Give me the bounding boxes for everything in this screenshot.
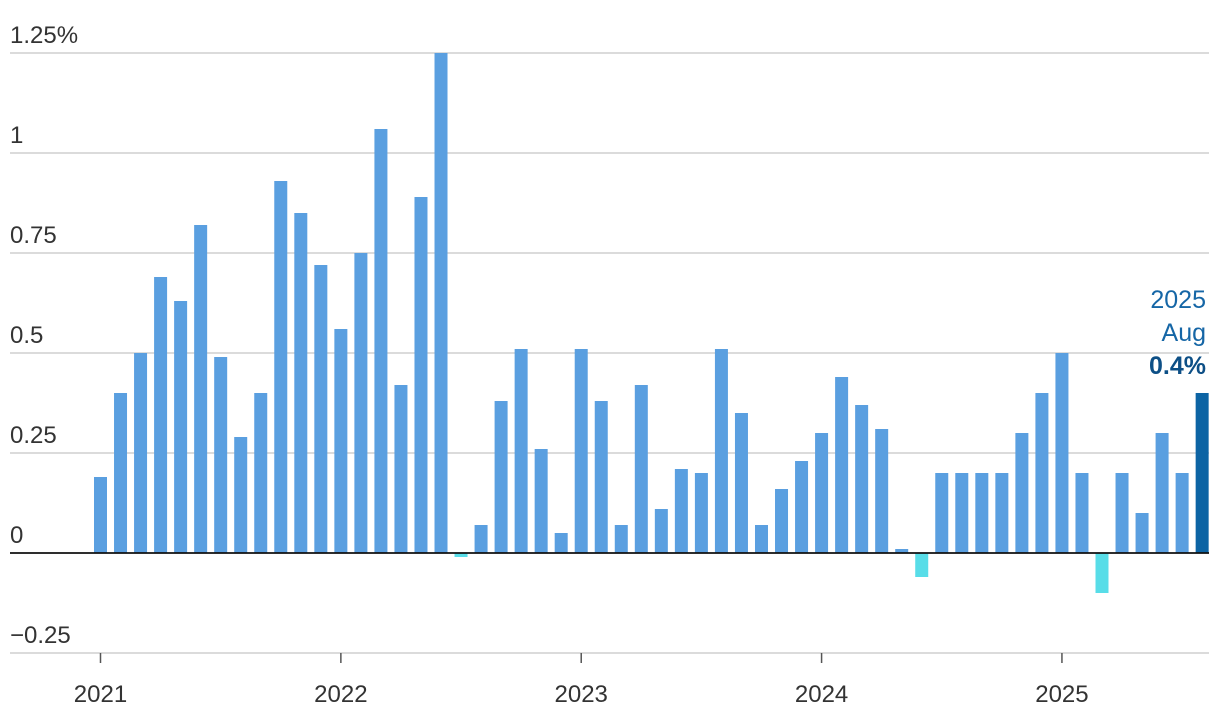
bar	[414, 197, 428, 553]
y-tick-label: 0.25	[10, 422, 57, 449]
bar	[254, 393, 268, 553]
y-tick-label: 1.25%	[10, 22, 78, 49]
bar	[374, 129, 388, 553]
bar	[494, 401, 508, 553]
bar	[975, 473, 989, 553]
bar	[835, 377, 849, 553]
x-tick-label: 2024	[795, 681, 848, 708]
bar	[574, 349, 588, 553]
y-tick-label: 1	[10, 122, 23, 149]
bar	[354, 253, 368, 553]
bar	[754, 525, 768, 553]
bar	[1195, 393, 1209, 553]
bar	[314, 265, 328, 553]
bar	[1095, 553, 1109, 593]
bar	[1135, 513, 1149, 553]
bar	[614, 525, 628, 553]
bar	[734, 413, 748, 553]
bar	[775, 489, 789, 553]
bar	[514, 349, 528, 553]
bar	[434, 53, 448, 553]
bar	[534, 449, 548, 553]
bar	[935, 473, 949, 553]
bar	[654, 509, 668, 553]
latest-callout: 2025 Aug 0.4%	[1149, 286, 1206, 380]
bar	[1055, 353, 1069, 553]
bar	[634, 385, 648, 553]
bar	[714, 349, 728, 553]
bar	[234, 437, 248, 553]
bar	[1155, 433, 1169, 553]
x-tick-label: 2025	[1035, 681, 1088, 708]
callout-value: 0.4%	[1149, 352, 1206, 380]
bar	[274, 181, 288, 553]
bar	[474, 525, 488, 553]
bar	[955, 473, 969, 553]
bar	[554, 533, 568, 553]
y-tick-label: −0.25	[10, 622, 71, 649]
bar	[915, 553, 929, 577]
x-tick-label: 2021	[74, 681, 127, 708]
y-tick-label: 0.5	[10, 322, 43, 349]
bar	[1115, 473, 1129, 553]
y-tick-label: 0	[10, 522, 23, 549]
bar	[995, 473, 1009, 553]
bar	[334, 329, 348, 553]
callout-year: 2025	[1150, 286, 1206, 314]
bar	[114, 393, 128, 553]
bar	[855, 405, 869, 553]
y-tick-label: 0.75	[10, 222, 57, 249]
bar	[1035, 393, 1049, 553]
bar	[674, 469, 688, 553]
bar	[194, 225, 208, 553]
bar	[1075, 473, 1089, 553]
bar	[1175, 473, 1189, 553]
bar	[214, 357, 228, 553]
bar	[394, 385, 408, 553]
bar	[895, 549, 909, 553]
bar	[174, 301, 188, 553]
x-tick-label: 2023	[555, 681, 608, 708]
bar	[294, 213, 308, 553]
x-tick-label: 2022	[314, 681, 367, 708]
bar	[795, 461, 809, 553]
axes: −0.25 0 0.25 0.5 0.75 1 1.25% 2021 2022 2023 2024 2…	[10, 22, 1209, 708]
bar	[134, 353, 148, 553]
bar	[94, 477, 107, 553]
bar	[454, 553, 468, 557]
bar	[694, 473, 708, 553]
bars	[94, 53, 1209, 593]
bar	[154, 277, 168, 553]
bar	[815, 433, 829, 553]
gridlines	[10, 52, 1209, 654]
bar	[594, 401, 608, 553]
callout-month: Aug	[1162, 319, 1206, 347]
bar	[1015, 433, 1029, 553]
bar	[875, 429, 889, 553]
